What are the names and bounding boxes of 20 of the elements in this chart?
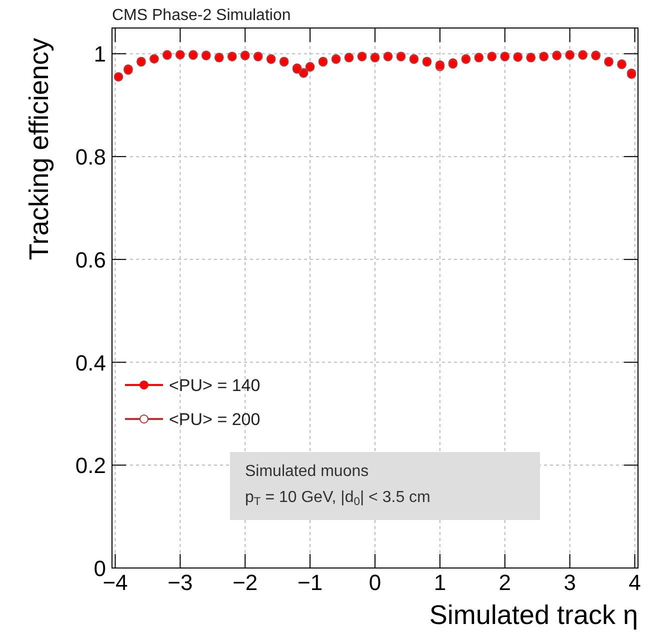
x-tick-label: 1 [434, 570, 446, 595]
y-axis-title: Tracking efficiency [24, 38, 54, 260]
x-tick-label: 4 [628, 570, 641, 595]
x-tick-label: −2 [232, 570, 258, 595]
annotation: Simulated muons [245, 463, 369, 480]
y-tick-label: 0.8 [75, 144, 106, 170]
legend-label: <PU> = 140 [169, 376, 260, 395]
x-axis-title: Simulated track η [429, 600, 638, 630]
legend-label: <PU> = 200 [169, 410, 260, 429]
annotation: p$_{T}$ = 10 GeV, |d$_{0}$| < 3.5 cm [245, 489, 430, 508]
y-tick-label: 0.2 [75, 453, 106, 478]
y-tick-label: 1 [94, 42, 106, 67]
x-tick-label: 0 [368, 570, 382, 595]
x-tick-label: −1 [298, 570, 323, 595]
y-tick-label: 0.4 [75, 350, 106, 376]
y-tick-label: 0.6 [75, 247, 106, 272]
x-tick-label: 3 [564, 570, 576, 595]
x-tick-label: 2 [498, 570, 511, 595]
chart-title: CMS Phase-2 Simulation [112, 7, 291, 24]
x-tick-label: −3 [168, 570, 193, 595]
